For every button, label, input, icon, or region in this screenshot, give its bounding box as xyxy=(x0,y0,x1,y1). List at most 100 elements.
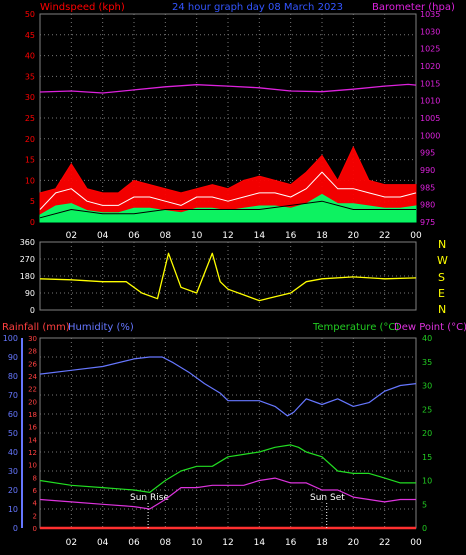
temperature-tick: 40 xyxy=(422,334,432,343)
rainfall-tick: 4 xyxy=(33,500,38,508)
wind-panel-x-tick: 14 xyxy=(254,231,266,241)
rainfall-tick: 18 xyxy=(28,411,37,419)
direction-line xyxy=(39,252,417,302)
rainfall-tick: 0 xyxy=(33,525,37,533)
direction-tick: 0 xyxy=(30,306,35,315)
average-speed-line xyxy=(39,200,416,219)
wind-panel-x-tick: 22 xyxy=(379,231,390,241)
rainfall-tick: 16 xyxy=(28,424,37,432)
humidity-tick: 20 xyxy=(8,486,18,495)
temperature-tick: 0 xyxy=(422,524,427,533)
compass-e: E xyxy=(438,287,445,300)
rainfall-tick: 6 xyxy=(33,487,38,495)
wind-panel-x-tick: 16 xyxy=(285,231,297,241)
climate-panel-x-tick: 08 xyxy=(160,538,172,548)
temperature-tick: 5 xyxy=(422,500,427,509)
wind-panel-x-tick: 00 xyxy=(410,231,422,241)
compass-s: S xyxy=(438,271,445,284)
rainfall-tick: 26 xyxy=(28,360,37,368)
temperature-tick: 35 xyxy=(422,358,432,367)
wind-panel-x-tick: 04 xyxy=(97,231,109,241)
climate-panel-x-tick: 20 xyxy=(348,538,360,548)
climate-panel-x-tick: 22 xyxy=(379,538,390,548)
humidity-tick: 50 xyxy=(8,429,18,438)
windspeed-tick: 20 xyxy=(25,135,35,144)
humidity-line xyxy=(39,356,417,417)
rainfall-tick: 14 xyxy=(28,436,37,444)
sun-rise-label: Sun Rise xyxy=(130,493,169,503)
windspeed-tick: 35 xyxy=(25,72,35,81)
barometer-tick: 1000 xyxy=(420,131,440,140)
barometer-tick: 1015 xyxy=(420,79,440,88)
compass-n-bottom: N xyxy=(438,303,446,316)
barometer-tick: 1035 xyxy=(420,10,440,19)
dewpoint-label: Dew Point (°C) xyxy=(394,322,466,333)
barometer-tick: 985 xyxy=(420,183,435,192)
barometer-tick: 1020 xyxy=(420,62,440,71)
climate-panel-x-tick: 12 xyxy=(222,538,233,548)
compass-n-top: N xyxy=(438,238,446,251)
wind-panel-x-tick: 10 xyxy=(191,231,203,241)
temperature-tick: 30 xyxy=(422,382,432,391)
barometer-tick: 990 xyxy=(420,166,435,175)
humidity-tick: 90 xyxy=(8,353,18,362)
windspeed-tick: 45 xyxy=(25,31,35,40)
temperature-tick: 25 xyxy=(422,405,432,414)
wind-speed-line xyxy=(39,171,417,210)
humidity-tick: 30 xyxy=(8,467,18,476)
direction-tick: 360 xyxy=(20,238,35,247)
rainfall-tick: 22 xyxy=(28,386,37,394)
windspeed-tick: 5 xyxy=(30,197,35,206)
climate-panel-x-tick: 04 xyxy=(97,538,109,548)
rainfall-tick: 20 xyxy=(28,398,37,406)
rainfall-label: Rainfall (mm) xyxy=(2,322,70,333)
temperature-label: Temperature (°C) xyxy=(312,322,399,333)
barometer-line xyxy=(39,83,417,94)
windspeed-label: Windspeed (kph) xyxy=(40,2,125,13)
windspeed-tick: 15 xyxy=(25,156,35,165)
rainfall-tick: 12 xyxy=(28,449,37,457)
climate-panel-x-tick: 14 xyxy=(254,538,266,548)
barometer-tick: 980 xyxy=(420,201,435,210)
wind-panel-x-tick: 02 xyxy=(66,231,77,241)
compass-w: W xyxy=(437,254,448,267)
windspeed-tick: 25 xyxy=(25,114,35,123)
humidity-tick: 80 xyxy=(8,372,18,381)
barometer-tick: 1005 xyxy=(420,114,440,123)
wind-panel-x-tick: 12 xyxy=(222,231,233,241)
direction-tick: 90 xyxy=(25,289,35,298)
climate-panel-x-tick: 02 xyxy=(66,538,77,548)
climate-panel-x-tick: 06 xyxy=(128,538,140,548)
dewpoint-line xyxy=(39,477,416,510)
windspeed-tick: 0 xyxy=(30,218,35,227)
rainfall-tick: 30 xyxy=(28,335,37,343)
temperature-tick: 10 xyxy=(422,477,432,486)
barometer-tick: 1010 xyxy=(420,97,440,106)
temperature-tick: 15 xyxy=(422,453,432,462)
barometer-tick: 995 xyxy=(420,149,435,158)
wind-panel-x-tick: 18 xyxy=(316,231,328,241)
climate-panel-x-tick: 10 xyxy=(191,538,203,548)
wind-panel-x-tick: 08 xyxy=(160,231,172,241)
direction-tick: 270 xyxy=(20,255,35,264)
windspeed-tick: 30 xyxy=(25,93,35,102)
direction-tick: 180 xyxy=(20,272,35,281)
climate-panel-x-tick: 18 xyxy=(316,538,328,548)
barometer-tick: 1030 xyxy=(420,27,440,36)
rainfall-tick: 2 xyxy=(33,512,37,520)
humidity-tick: 40 xyxy=(8,448,18,457)
barometer-tick: 975 xyxy=(420,218,435,227)
rainfall-tick: 28 xyxy=(28,348,37,356)
humidity-label: Humidity (%) xyxy=(68,322,134,333)
humidity-tick: 100 xyxy=(3,334,18,343)
windspeed-tick: 10 xyxy=(25,176,35,185)
rainfall-tick: 8 xyxy=(33,474,37,482)
chart-title: 24 hour graph day 08 March 2023 xyxy=(172,2,343,13)
wind-panel-x-tick: 06 xyxy=(128,231,140,241)
barometer-tick: 1025 xyxy=(420,45,440,54)
rainfall-tick: 24 xyxy=(28,373,37,381)
climate-panel-x-tick: 16 xyxy=(285,538,297,548)
humidity-tick: 70 xyxy=(8,391,18,400)
